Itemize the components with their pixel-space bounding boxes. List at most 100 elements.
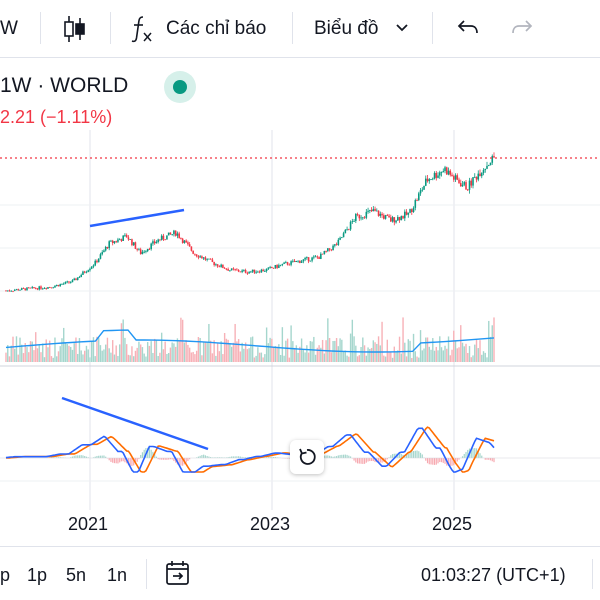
macd-histogram-bar bbox=[119, 458, 121, 463]
macd-histogram-bar bbox=[454, 458, 457, 464]
candle-body bbox=[276, 264, 278, 268]
volume-bar bbox=[50, 356, 53, 362]
volume-bar bbox=[173, 343, 175, 362]
candle-body bbox=[283, 262, 285, 264]
range-button-5n[interactable]: 5n bbox=[66, 565, 87, 585]
macd-histogram-bar bbox=[353, 458, 355, 461]
volume-bar bbox=[482, 351, 485, 362]
volume-bar bbox=[328, 337, 331, 362]
macd-histogram-bar bbox=[390, 455, 392, 458]
candle-body bbox=[290, 261, 292, 265]
volume-bar bbox=[267, 343, 270, 362]
volume-bar bbox=[241, 342, 243, 362]
chart-type-button[interactable]: Biểu đồ bbox=[314, 18, 379, 39]
candles-icon[interactable] bbox=[62, 14, 86, 44]
candle-body bbox=[73, 278, 76, 281]
volume-bar bbox=[227, 339, 229, 362]
range-button-1n[interactable]: 1n bbox=[107, 565, 128, 585]
volume-bar bbox=[146, 342, 149, 362]
candle-body bbox=[97, 258, 100, 263]
volume-bar bbox=[64, 342, 67, 362]
candle-body bbox=[113, 241, 116, 244]
undo-icon[interactable] bbox=[456, 17, 480, 39]
reset-icon bbox=[299, 448, 316, 465]
volume-bar bbox=[300, 338, 303, 362]
macd-histogram-bar bbox=[356, 458, 359, 464]
candle-body bbox=[131, 239, 133, 246]
macd-histogram-bar bbox=[489, 458, 492, 461]
volume-bar bbox=[26, 347, 28, 362]
candle-body bbox=[92, 265, 95, 267]
goto-date-icon[interactable] bbox=[164, 559, 192, 587]
volume-bar bbox=[94, 356, 96, 362]
macd-histogram-bar bbox=[82, 455, 84, 458]
volume-bar bbox=[167, 353, 170, 362]
clock-timezone[interactable]: 01:03:27 (UTC+1) bbox=[421, 565, 566, 585]
macd-histogram-bar bbox=[182, 458, 184, 466]
bottom-divider bbox=[146, 559, 147, 589]
volume-bar bbox=[477, 348, 479, 362]
volume-bar bbox=[89, 357, 91, 362]
macd-histogram-bar bbox=[365, 458, 367, 463]
volume-bar bbox=[307, 352, 310, 362]
candle-body bbox=[402, 216, 404, 219]
range-button[interactable]: p bbox=[0, 565, 11, 585]
volume-bar bbox=[248, 348, 250, 362]
macd-histogram-bar bbox=[493, 458, 495, 463]
candle-body bbox=[117, 239, 119, 242]
volume-bar bbox=[351, 319, 354, 362]
candle-body bbox=[445, 167, 448, 175]
candle-body bbox=[62, 283, 65, 285]
volume-bar bbox=[405, 356, 408, 362]
candle-body bbox=[300, 261, 303, 263]
candle-body bbox=[484, 168, 487, 171]
candle-body bbox=[211, 259, 214, 262]
volume-bar bbox=[456, 348, 458, 362]
volume-bar bbox=[376, 343, 378, 362]
function-icon[interactable] bbox=[130, 14, 154, 44]
candle-body bbox=[293, 260, 296, 263]
macd-histogram-bar bbox=[140, 454, 142, 458]
candle-body bbox=[295, 260, 298, 263]
volume-bar bbox=[348, 356, 350, 362]
volume-bar bbox=[258, 352, 261, 362]
candle-body bbox=[349, 221, 352, 230]
volume-bar bbox=[381, 321, 383, 362]
volume-bar bbox=[197, 337, 200, 362]
interval-button[interactable]: W bbox=[0, 18, 18, 39]
trendline-macd bbox=[61, 396, 209, 451]
candle-body bbox=[431, 178, 434, 180]
volume-bar bbox=[215, 355, 217, 362]
candle-body bbox=[281, 263, 284, 265]
macd-histogram-bar bbox=[115, 458, 117, 464]
range-button-1p[interactable]: 1p bbox=[27, 565, 48, 585]
macd-histogram-bar bbox=[117, 458, 119, 464]
chevron-down-icon[interactable] bbox=[395, 22, 409, 34]
macd-histogram-bar bbox=[131, 458, 133, 467]
volume-bar bbox=[388, 352, 390, 362]
volume-bar bbox=[475, 339, 478, 362]
volume-bar bbox=[138, 341, 140, 362]
signal-line bbox=[6, 426, 495, 473]
redo-icon[interactable] bbox=[510, 17, 534, 39]
macd-histogram-bar bbox=[201, 455, 203, 458]
candle-body bbox=[33, 287, 35, 289]
candle-body bbox=[194, 253, 196, 255]
macd-histogram-bar bbox=[418, 451, 420, 458]
macd-histogram-bar bbox=[327, 455, 329, 458]
candle-body bbox=[146, 248, 149, 252]
volume-bar bbox=[493, 317, 495, 362]
indicators-button[interactable]: Các chỉ báo bbox=[166, 18, 267, 39]
candle-body bbox=[437, 175, 439, 178]
volume-bar bbox=[260, 352, 263, 362]
candle-body bbox=[57, 284, 60, 287]
volume-bar bbox=[442, 350, 444, 362]
volume-bar bbox=[356, 356, 359, 362]
price-chart[interactable] bbox=[0, 130, 600, 545]
candle-body bbox=[475, 176, 478, 180]
reset-chart-button[interactable] bbox=[290, 440, 324, 474]
candle-body bbox=[423, 185, 425, 190]
macd-histogram-bar bbox=[133, 458, 135, 466]
volume-bar bbox=[7, 345, 9, 362]
volume-bar bbox=[108, 348, 110, 362]
